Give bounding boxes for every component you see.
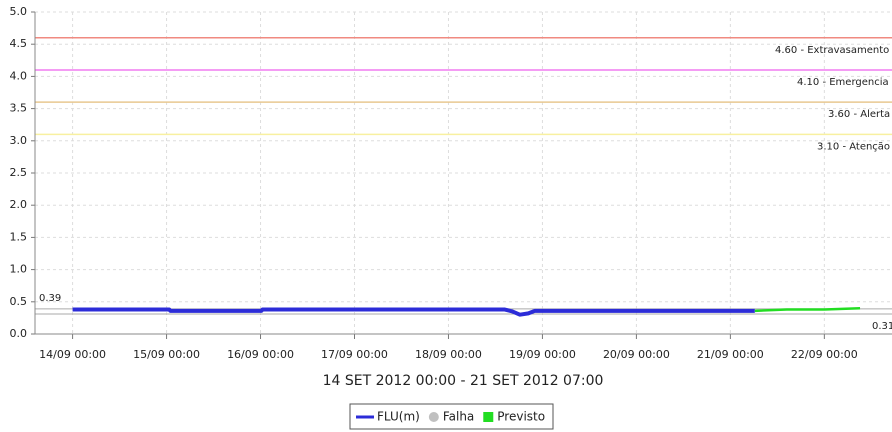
- threshold-label: 3.60 - Alerta: [828, 109, 890, 120]
- x-tick-label: 16/09 00:00: [227, 348, 294, 361]
- x-tick-label: 21/09 00:00: [697, 348, 764, 361]
- threshold-label: 3.10 - Atenção: [817, 141, 890, 152]
- plot-area: 4.60 - Extravasamento 4.10 - Emergencia 3.…: [35, 11, 892, 335]
- x-tick-label: 20/09 00:00: [603, 348, 670, 361]
- threshold-label: 4.10 - Emergencia: [797, 77, 889, 88]
- legend-swatch: [483, 412, 494, 422]
- y-tick-label: 2.0: [10, 198, 28, 211]
- y-tick-label: 3.0: [10, 134, 28, 147]
- legend-swatch: [428, 412, 439, 422]
- y-tick-label: 1.5: [10, 230, 28, 243]
- y-tick-label: 3.5: [10, 102, 28, 115]
- x-tick-label: 17/09 00:00: [321, 348, 388, 361]
- x-tick-label: 19/09 00:00: [509, 348, 576, 361]
- series-line: [72, 307, 755, 317]
- legend-box: [349, 403, 554, 430]
- legend: FLU(m) Falha Previsto: [349, 403, 554, 430]
- y-tick-label: 1.0: [10, 263, 28, 276]
- reference-label: 0.39: [39, 293, 61, 304]
- reference-label: 0.31: [872, 321, 892, 332]
- y-tick-label: 0.0: [10, 327, 28, 340]
- y-tick-label: 2.5: [10, 166, 28, 179]
- x-tick-label: 14/09 00:00: [39, 348, 106, 361]
- series-line: [754, 306, 861, 313]
- legend-label: Falha: [443, 410, 474, 424]
- legend-label: FLU(m): [377, 410, 420, 424]
- x-axis-label: 14 SET 2012 00:00 - 21 SET 2012 07:00: [323, 373, 604, 389]
- threshold-label: 4.60 - Extravasamento: [775, 45, 889, 56]
- y-tick-label: 4.0: [10, 69, 28, 82]
- legend-label: Previsto: [497, 410, 545, 424]
- y-tick-label: 5.0: [10, 5, 28, 18]
- x-tick-label: 15/09 00:00: [133, 348, 200, 361]
- x-tick-label: 18/09 00:00: [415, 348, 482, 361]
- x-tick-label: 22/09 00:00: [791, 348, 858, 361]
- y-tick-label: 0.5: [10, 295, 28, 308]
- y-tick-label: 4.5: [10, 37, 28, 50]
